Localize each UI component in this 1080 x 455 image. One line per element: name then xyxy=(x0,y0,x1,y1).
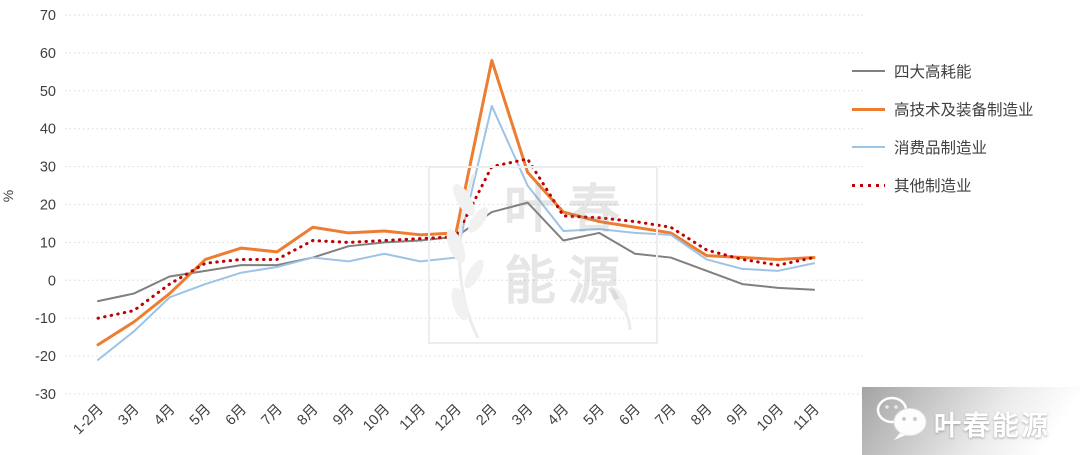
y-axis-ticks: -30 -20 -10 0 10 20 30 40 50 60 70 xyxy=(35,8,56,403)
y-tick-label: -20 xyxy=(35,349,56,365)
legend-swatch xyxy=(852,183,885,187)
legend-swatch xyxy=(852,107,885,111)
legend-swatch xyxy=(852,70,885,72)
x-tick-label: 5月 xyxy=(581,402,608,429)
series-line-3 xyxy=(96,157,816,320)
legend-item-0: 四大高耗能 xyxy=(852,60,1034,82)
x-tick-label: 4月 xyxy=(545,402,572,429)
x-tick-label: 11月 xyxy=(397,402,429,434)
series-lines xyxy=(96,58,816,361)
x-tick-label: 10月 xyxy=(360,402,393,435)
x-tick-label: 7月 xyxy=(259,402,286,429)
x-tick-label: 5月 xyxy=(187,402,214,429)
logo-text: 叶春能源 xyxy=(934,411,1050,441)
legend-label: 其他制造业 xyxy=(894,178,972,195)
y-tick-label: 10 xyxy=(40,235,56,251)
x-tick-label: 10月 xyxy=(754,402,787,435)
x-tick-label: 3月 xyxy=(509,402,536,429)
legend: 四大高耗能高技术及装备制造业 消费品制造业 其他制造业 xyxy=(852,60,1034,212)
y-tick-label: -10 xyxy=(35,311,56,327)
y-tick-label: 50 xyxy=(40,84,56,100)
x-tick-label: 8月 xyxy=(294,402,321,429)
y-tick-label: 60 xyxy=(40,46,56,62)
x-tick-label: 4月 xyxy=(151,402,178,429)
y-tick-label: 20 xyxy=(40,198,56,214)
x-tick-label: 11月 xyxy=(791,402,823,434)
x-tick-label: 7月 xyxy=(652,402,679,429)
legend-label: 消费品制造业 xyxy=(894,140,988,157)
logo-banner: 叶春能源 xyxy=(862,387,1080,455)
legend-label: 高技术及装备制造业 xyxy=(894,102,1034,119)
y-tick-label: -30 xyxy=(35,387,56,403)
legend-item-3: 其他制造业 xyxy=(852,174,1034,196)
chat-bubbles-logo-icon xyxy=(876,396,927,440)
legend-item-2: 消费品制造业 xyxy=(852,136,1034,158)
gridlines xyxy=(65,14,863,395)
y-tick-label: 30 xyxy=(40,160,56,176)
x-tick-label: 6月 xyxy=(617,402,644,429)
y-axis-title: % xyxy=(0,189,17,203)
legend-item-1: 高技术及装备制造业 xyxy=(852,98,1034,120)
x-tick-label: 9月 xyxy=(330,402,357,429)
x-tick-label: 6月 xyxy=(223,402,250,429)
y-tick-label: 40 xyxy=(40,122,56,138)
x-tick-label: 2月 xyxy=(473,402,500,429)
y-tick-label: 70 xyxy=(40,8,56,24)
legend-label: 四大高耗能 xyxy=(894,64,972,81)
x-axis-ticks: 1-2月 3月 4月 5月 6月 7月 8月 9月 10月 11月 12月 2月 3月 4月 5月 6月 7月 8… xyxy=(70,402,822,438)
x-tick-label: 3月 xyxy=(115,402,142,429)
series-line-1 xyxy=(96,58,816,347)
x-tick-label: 1-2月 xyxy=(70,402,106,438)
x-tick-label: 9月 xyxy=(724,402,751,429)
x-tick-label: 8月 xyxy=(688,402,715,429)
y-tick-label: 0 xyxy=(48,273,56,289)
x-tick-label: 12月 xyxy=(432,402,465,435)
legend-swatch xyxy=(852,146,885,148)
series-line-0 xyxy=(97,201,815,303)
